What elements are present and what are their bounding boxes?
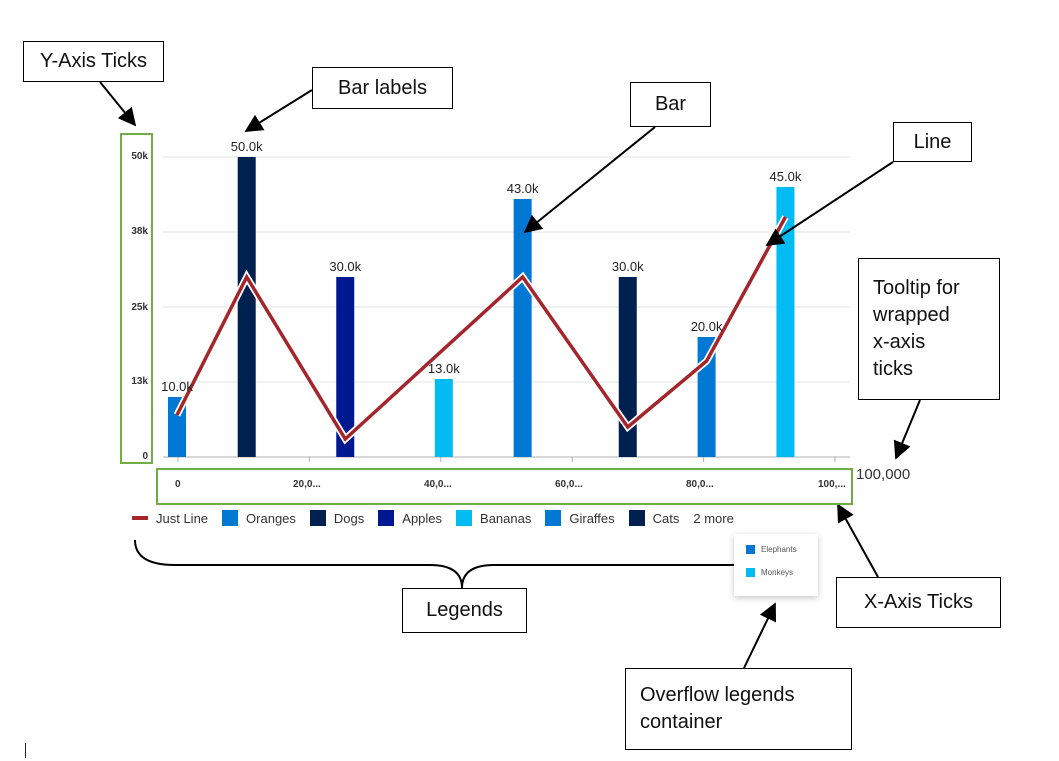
legend-item-cats[interactable]: Cats [628, 510, 680, 526]
legend-item-just-line[interactable]: Just Line [132, 511, 208, 526]
bar [336, 277, 355, 457]
bar-label: 43.0k [507, 181, 539, 196]
bar-labels: 10.0k 50.0k 30.0k 13.0k 43.0k 30.0k 20.0k 45.0k [161, 139, 802, 394]
bar [434, 379, 453, 457]
y-tick-label: 38k [131, 226, 148, 237]
x-tick-label: 40,0... [424, 479, 452, 490]
callout-text-block: Tooltip for wrapped x-axis ticks [873, 275, 960, 383]
legend-item-giraffes[interactable]: Giraffes [545, 510, 615, 526]
legend-swatch [378, 510, 395, 526]
legend-item-label: Elephants [761, 545, 797, 554]
legend-more-label: 2 more [693, 510, 734, 526]
arrow-x-axis-ticks [837, 503, 879, 578]
y-tick-label: 0 [142, 451, 148, 462]
legend-more-button[interactable]: 2 more [693, 511, 733, 526]
callout-text-block: Overflow legends container [640, 682, 795, 736]
bar-label: 20.0k [691, 319, 723, 334]
legend-item-bananas[interactable]: Bananas [456, 510, 531, 526]
callout-legends: Legends [402, 588, 527, 633]
legend-swatch [746, 568, 755, 577]
x-tick-label: 80,0... [686, 479, 714, 490]
callout-text: container [640, 711, 723, 733]
callout-tooltip: Tooltip for wrapped x-axis ticks [858, 258, 1000, 400]
arrow-bar [523, 126, 656, 234]
overflow-legends-container: Elephants Monkeys [734, 534, 818, 596]
gridlines [163, 156, 850, 462]
y-tick-label: 25k [131, 302, 148, 313]
callout-text: x-axis [873, 331, 926, 353]
legend-item-oranges[interactable]: Oranges [222, 510, 296, 526]
line-series [173, 215, 789, 445]
bar [776, 187, 795, 457]
overflow-legend-item-monkeys[interactable]: Monkeys [746, 568, 793, 577]
arrow-bar-labels [244, 89, 313, 132]
x-axis-ticks-highlight [156, 468, 853, 505]
callout-text: Legends [426, 599, 503, 621]
arrow-y-axis-ticks [99, 81, 137, 127]
x-tick-label: 100,... [818, 479, 846, 490]
arrow-tooltip [893, 399, 921, 460]
legend-item-apples[interactable]: Apples [378, 510, 442, 526]
legend-item-label: Cats [652, 510, 680, 526]
x-tick-label: 0 [175, 479, 181, 490]
legend-item-label: Just Line [156, 510, 209, 526]
legend-item-label: Dogs [333, 510, 365, 526]
bar [618, 277, 637, 457]
legend: Just Line Oranges Dogs Apples Bananas Gi… [132, 509, 748, 527]
bar [513, 199, 532, 457]
legend-swatch [222, 510, 239, 526]
legend-item-label: Giraffes [569, 510, 615, 526]
bars [168, 157, 795, 457]
y-tick-label: 13k [131, 376, 148, 387]
bar [237, 157, 256, 457]
legend-swatch [628, 510, 645, 526]
bar-label: 10.0k [161, 379, 193, 394]
callout-x-axis-ticks: X-Axis Ticks [836, 577, 1001, 628]
callout-text: Tooltip for [873, 277, 960, 299]
line-series-path [175, 216, 787, 442]
callout-y-axis-ticks: Y-Axis Ticks [23, 41, 164, 82]
callout-bar-labels: Bar labels [312, 67, 453, 109]
bar-label: 50.0k [231, 139, 263, 154]
callout-text: wrapped [873, 304, 950, 326]
bar-label: 30.0k [612, 259, 644, 274]
y-tick-label: 50k [131, 151, 148, 162]
legend-line-swatch [132, 516, 148, 520]
legend-item-label: Oranges [246, 510, 296, 526]
bar-label: 45.0k [770, 169, 802, 184]
legend-item-label: Apples [402, 510, 443, 526]
legend-item-label: Monkeys [761, 568, 794, 577]
callout-text: ticks [873, 358, 913, 380]
x-tick-tooltip: 100,000 [856, 466, 911, 483]
callout-bar: Bar [630, 82, 711, 127]
legend-item-label: Bananas [480, 510, 532, 526]
x-tick-label: 60,0... [555, 479, 583, 490]
callout-text: Bar [654, 93, 687, 115]
legend-swatch [746, 545, 755, 554]
callout-text: X-Axis Ticks [864, 591, 973, 613]
callout-text: Bar labels [338, 76, 427, 99]
overflow-legend-item-elephants[interactable]: Elephants [746, 545, 797, 554]
legend-swatch [545, 510, 562, 526]
legend-swatch [309, 510, 326, 526]
callout-text: Line [913, 130, 952, 153]
arrow-overflow [743, 602, 777, 669]
callout-overflow-legends: Overflow legends container [625, 668, 852, 750]
arrow-line [765, 161, 894, 246]
legend-item-dogs[interactable]: Dogs [309, 510, 365, 526]
y-axis-ticks-highlight [120, 133, 153, 464]
x-tick-label: 20,0... [293, 479, 321, 490]
callout-text: Overflow legends [640, 684, 795, 706]
callout-line: Line [893, 122, 972, 162]
legends-brace [134, 539, 771, 589]
bar-label: 13.0k [428, 361, 460, 376]
callout-text: Y-Axis Ticks [39, 50, 148, 72]
bar-label: 30.0k [329, 259, 361, 274]
text-cursor [25, 743, 26, 758]
legend-swatch [456, 510, 473, 526]
